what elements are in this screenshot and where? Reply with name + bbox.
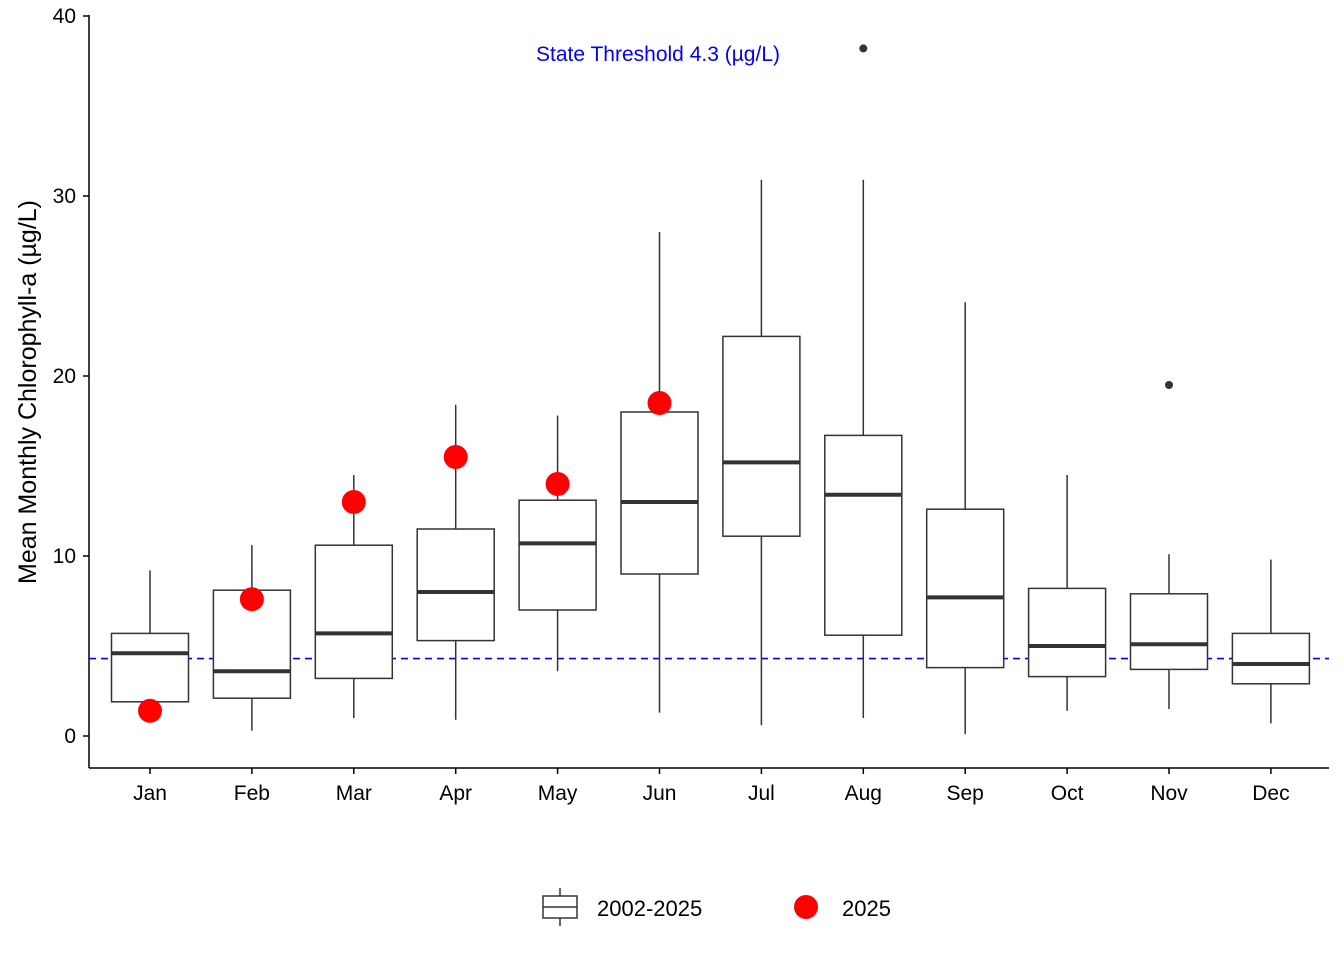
point-2025-jun bbox=[647, 391, 672, 415]
box bbox=[620, 411, 699, 575]
boxplot-jun bbox=[620, 232, 699, 713]
x-tick-label: Oct bbox=[1051, 782, 1084, 805]
boxplot-aug bbox=[824, 44, 903, 718]
x-tick-label: May bbox=[538, 782, 578, 805]
legend-point-key bbox=[794, 895, 818, 919]
point-2025-jan bbox=[138, 698, 162, 723]
x-tick-label: Feb bbox=[234, 782, 270, 805]
x-tick-label: Apr bbox=[439, 782, 472, 805]
point-2025-apr bbox=[443, 445, 468, 469]
legend: 2002-2025 2025 bbox=[542, 888, 891, 926]
box bbox=[314, 544, 394, 680]
point-2025-feb bbox=[239, 587, 264, 612]
boxplot-feb bbox=[212, 545, 292, 731]
outlier-point bbox=[1165, 381, 1173, 389]
boxplot-jan bbox=[110, 570, 190, 703]
box bbox=[110, 632, 190, 703]
legend-label-boxplot: 2002-2025 bbox=[597, 896, 702, 921]
box bbox=[722, 335, 801, 537]
x-tick-label: Nov bbox=[1150, 782, 1188, 805]
boxplot-dec bbox=[1231, 559, 1311, 724]
outlier-point bbox=[859, 44, 868, 53]
point-2025-may bbox=[545, 472, 570, 496]
box bbox=[1231, 632, 1311, 685]
boxplot-jul bbox=[722, 179, 801, 726]
plot-area bbox=[89, 44, 1329, 735]
boxplot-oct bbox=[1027, 475, 1107, 711]
box bbox=[1129, 593, 1209, 671]
boxplot-apr bbox=[416, 404, 495, 720]
legend-label-points: 2025 bbox=[842, 896, 891, 921]
x-tick-label: Jul bbox=[748, 782, 775, 805]
x-tick-label: Mar bbox=[336, 782, 372, 805]
threshold-label: State Threshold 4.3 (µg/L) bbox=[536, 43, 780, 66]
y-tick-label: 40 bbox=[53, 5, 76, 28]
legend-item-points: 2025 bbox=[794, 895, 891, 921]
boxplot-mar bbox=[314, 475, 394, 718]
y-tick-label: 0 bbox=[64, 725, 76, 748]
boxplot-sep bbox=[925, 302, 1005, 735]
x-tick-label: Dec bbox=[1252, 782, 1289, 805]
box bbox=[1027, 587, 1107, 678]
x-tick-label: Jun bbox=[643, 782, 677, 805]
box bbox=[824, 434, 903, 636]
y-tick-label: 10 bbox=[53, 545, 76, 568]
x-tick-label: Jan bbox=[133, 782, 167, 805]
box bbox=[925, 508, 1005, 669]
axes: 0 10 20 30 40 Jan Feb Mar Apr May Jun Jul Aug Sep Oct N… bbox=[53, 5, 1329, 805]
boxplot-may bbox=[518, 415, 597, 672]
point-2025-mar bbox=[341, 490, 366, 514]
legend-item-boxplot: 2002-2025 bbox=[542, 888, 702, 926]
box bbox=[518, 499, 597, 611]
x-tick-label: Sep bbox=[947, 782, 984, 805]
y-tick-label: 20 bbox=[53, 365, 76, 388]
boxplot-nov bbox=[1129, 381, 1209, 709]
box bbox=[416, 528, 495, 642]
y-tick-label: 30 bbox=[53, 185, 76, 208]
x-tick-label: Aug bbox=[845, 782, 882, 805]
y-axis-title: Mean Monthly Chlorophyll-a (µg/L) bbox=[14, 200, 42, 584]
